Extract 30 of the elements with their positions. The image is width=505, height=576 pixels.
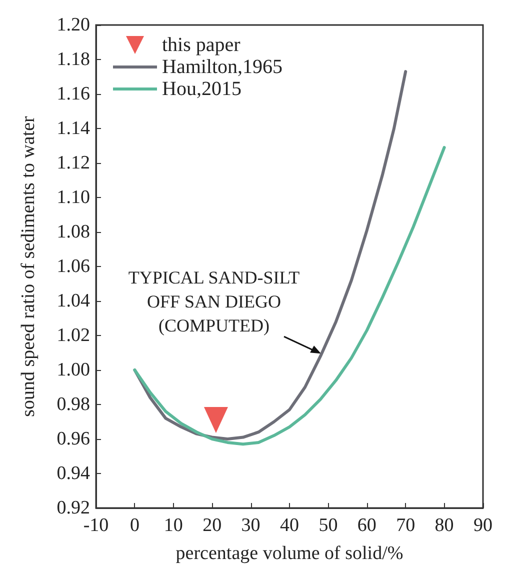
x-tick-label: 20 (202, 515, 222, 536)
x-tick-label: 0 (130, 515, 140, 536)
y-tick-label: 1.02 (56, 325, 90, 346)
x-tick-label: 10 (164, 515, 183, 536)
x-tick-label: 90 (474, 515, 492, 536)
y-tick-label: 1.10 (56, 187, 90, 208)
legend-label: this paper (162, 34, 241, 56)
y-tick-label: 1.14 (56, 118, 90, 139)
y-tick-label: 1.06 (56, 256, 90, 277)
y-tick-label: 1.12 (56, 152, 90, 174)
y-tick-label: 1.18 (56, 49, 90, 70)
x-tick-label: 50 (318, 515, 338, 536)
legend-label: Hamilton,1965 (162, 56, 283, 78)
x-tick-label: 60 (357, 515, 376, 536)
y-tick-label: 0.96 (56, 428, 90, 450)
y-tick-label: 1.20 (56, 14, 90, 36)
legend-label: Hou,2015 (162, 78, 242, 100)
y-tick-label: 1.16 (56, 84, 90, 104)
x-axis-title: percentage volume of solid/% (176, 543, 404, 564)
y-tick-label: 1.00 (56, 360, 90, 380)
y-tick-label: 0.94 (56, 463, 90, 484)
x-tick-label: 30 (241, 515, 260, 536)
y-axis-title: sound speed ratio of sediments to water (18, 115, 39, 417)
x-tick-label: 80 (434, 515, 454, 536)
annotation: TYPICAL SAND-SILT OFF SAN DIEGO (COMPUTED) (128, 268, 300, 336)
x-tick-label: 40 (280, 515, 299, 536)
y-tick-label: 1.04 (56, 290, 90, 312)
y-tick-label: 1.08 (56, 222, 90, 242)
y-tick-label: 0.98 (56, 394, 90, 415)
x-tick-label: 70 (396, 515, 416, 536)
